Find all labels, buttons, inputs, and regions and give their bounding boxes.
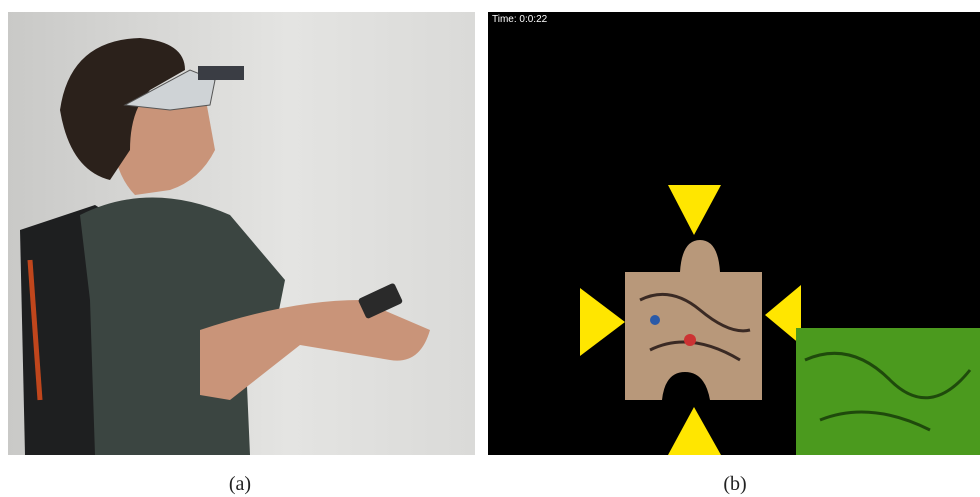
puzzle-art-dot [684, 334, 696, 346]
arrow-up [668, 185, 721, 235]
target-region [796, 328, 980, 455]
photo-panel [8, 12, 475, 455]
target-art [804, 351, 972, 432]
arrow-down [668, 407, 721, 455]
hair [60, 38, 185, 180]
arm [200, 300, 430, 400]
puzzle-art-dot [650, 315, 660, 325]
arrow-right [765, 285, 801, 345]
puzzle-piece [625, 240, 762, 400]
handheld-device [358, 283, 403, 319]
game-panel: Time: 0:0:22 [488, 12, 980, 455]
backpack-strap [27, 259, 43, 401]
caption: (b) [723, 473, 746, 495]
camera [198, 66, 244, 80]
caption: (a) [229, 473, 251, 495]
face [110, 94, 215, 195]
timer: Time: 0:0:22 [492, 14, 548, 25]
head-mounted-display [123, 69, 216, 111]
arrow-left [580, 288, 625, 356]
